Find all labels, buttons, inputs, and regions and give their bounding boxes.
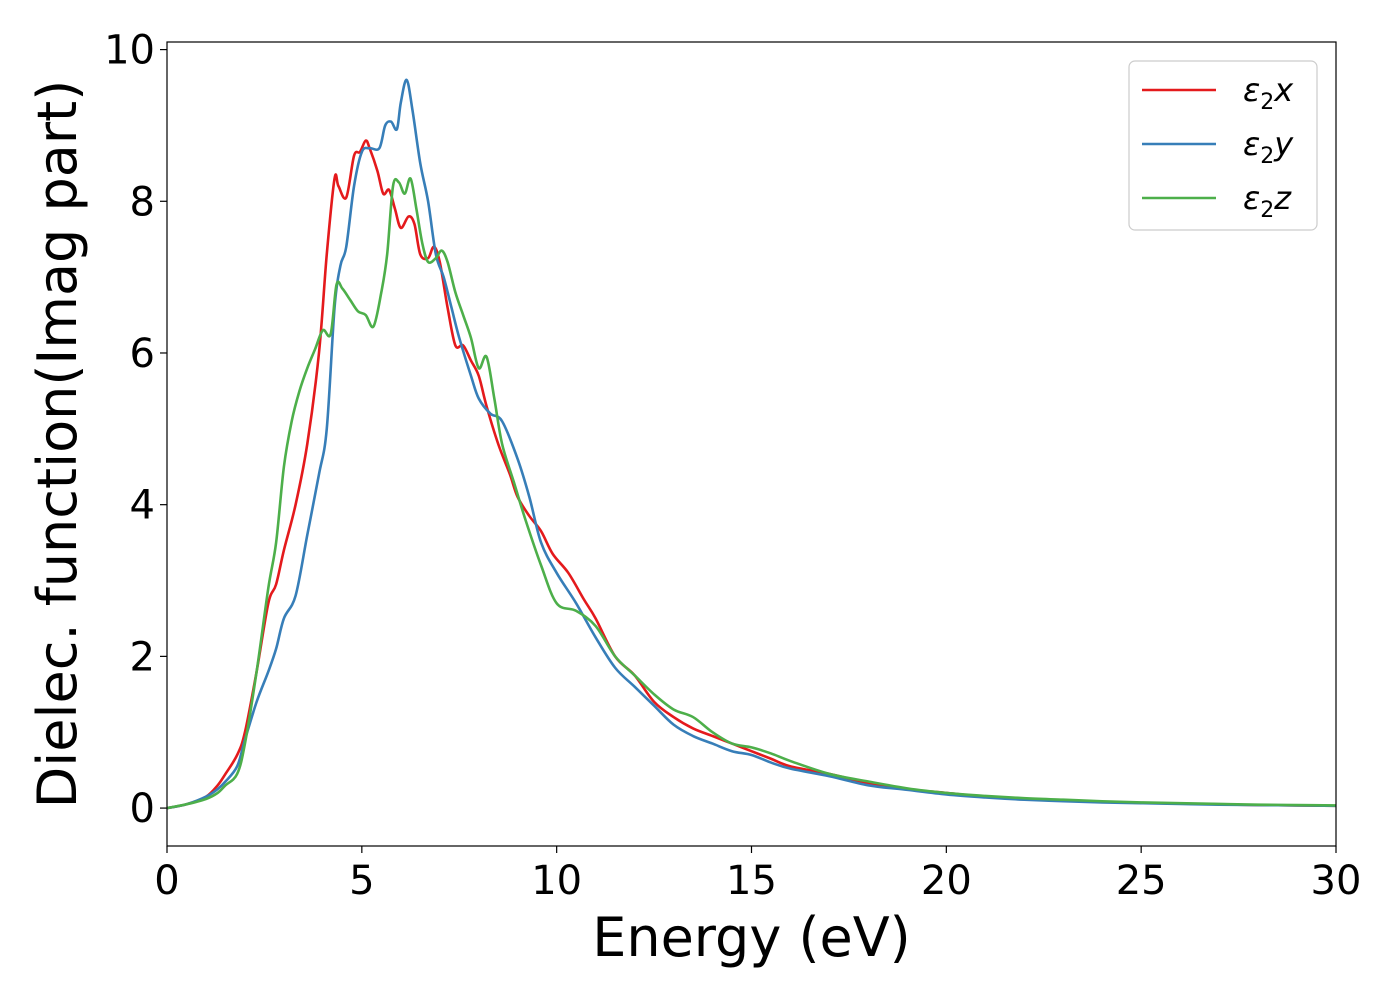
x-tick-label: 0 [154,858,179,904]
y-tick-label: 4 [130,483,155,529]
legend-label-suffix: y [1273,125,1294,163]
legend-label-suffix: z [1273,179,1292,217]
legend-label-subscript: 2 [1260,144,1274,169]
series-line-z [167,177,1336,810]
series-line-y [167,78,1336,810]
series-layer [167,78,1336,810]
y-axis-label: Dielec. function(Imag part) [26,80,89,809]
legend-label-suffix: x [1273,71,1294,109]
legend-label-x: ε2x [1243,71,1294,115]
x-tick-label: 15 [726,858,777,904]
legend-label-subscript: 2 [1260,198,1274,223]
y-axis-ticks: 0 2 4 6 8 10 [104,28,167,832]
legend-label-subscript: 2 [1260,90,1274,115]
legend-box [1128,60,1318,231]
y-tick-label: 10 [104,28,155,74]
legend-label-z: ε2z [1243,179,1292,223]
x-axis-label: Energy (eV) [592,906,911,969]
legend-label-base: ε [1243,125,1260,163]
x-tick-label: 30 [1311,858,1362,904]
y-tick-label: 2 [130,634,155,680]
x-tick-label: 20 [921,858,972,904]
y-tick-label: 0 [130,786,155,832]
legend-label-y: ε2y [1243,125,1294,169]
y-tick-label: 8 [130,179,155,225]
y-tick-label: 6 [130,331,155,377]
x-tick-label: 10 [531,858,582,904]
x-tick-label: 25 [1116,858,1167,904]
x-axis-ticks: 0 5 10 15 20 25 30 [154,846,1361,904]
x-tick-label: 5 [349,858,374,904]
series-line-x [167,139,1336,810]
legend-label-base: ε [1243,179,1260,217]
legend-label-base: ε [1243,71,1260,109]
